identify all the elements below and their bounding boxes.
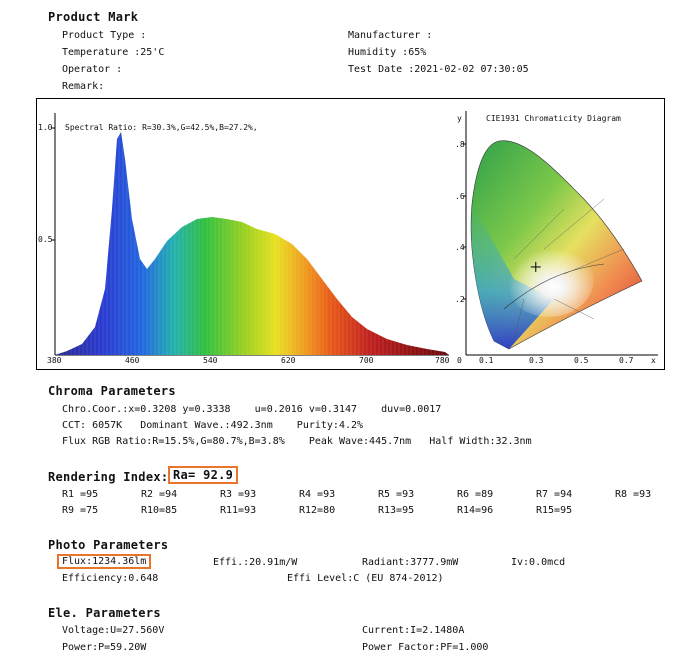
cie-title: CIE1931 Chromaticity Diagram (486, 114, 621, 123)
spectrum-x-label: 780 (435, 356, 450, 365)
cie-white-region (504, 241, 594, 317)
cie-y-label: .8 (455, 140, 465, 149)
efficiency-value: Efficiency:0.648 (62, 573, 159, 584)
cie-diagram (463, 111, 658, 356)
manufacturer: Manufacturer : (348, 30, 433, 41)
rendering-title: Rendering Index: (48, 470, 169, 484)
spectral-ratio: Spectral Ratio: R=30.3%,G=42.5%,B=27.2%, (65, 123, 258, 132)
test-date: Test Date :2021-02-02 07:30:05 (348, 64, 529, 75)
r-value: R12=80 (299, 505, 336, 516)
humidity: Humidity :65% (348, 47, 427, 58)
cie-x-axis-label: x (651, 356, 656, 365)
chroma-line-3: Flux RGB Ratio:R=15.5%,G=80.7%,B=3.8% Pe… (62, 436, 532, 447)
product-type: Product Type : (62, 30, 147, 41)
iv-value: Iv:0.0mcd (511, 557, 566, 568)
operator: Operator : (62, 64, 123, 75)
cie-x-label: 0.7 (619, 356, 634, 365)
spectrum-x-label: 540 (203, 356, 218, 365)
current-value: Current:I=2.1480A (362, 625, 465, 636)
cie-x-label: 0.3 (529, 356, 544, 365)
spectrum-chart (51, 113, 449, 356)
cie-y-label: .2 (455, 295, 465, 304)
spectrum-y-mid: 0.5 (38, 235, 53, 244)
temperature: Temperature :25'C (62, 47, 165, 58)
cie-y-axis-label: y (457, 114, 462, 123)
chroma-line-2: CCT: 6057K Dominant Wave.:492.3nm Purity… (62, 420, 364, 431)
radiant-value: Radiant:3777.9mW (362, 557, 459, 568)
cie-x-label: 0.1 (479, 356, 494, 365)
r-value: R14=96 (457, 505, 494, 516)
spectrum-x-label: 380 (47, 356, 62, 365)
r-value: R13=95 (378, 505, 415, 516)
r-value: R8 =93 (615, 489, 652, 500)
cie-isotherm-line (563, 248, 625, 275)
r-value: R15=95 (536, 505, 573, 516)
r-value: R2 =94 (141, 489, 178, 500)
r-value: R11=93 (220, 505, 257, 516)
photo-title: Photo Parameters (48, 538, 169, 552)
power-factor-value: Power Factor:PF=1.000 (362, 642, 489, 653)
spectrum-x-label: 460 (125, 356, 140, 365)
cie-isotherm-line (513, 298, 525, 340)
cie-y-label: .6 (455, 192, 465, 201)
spectrum-panel: 1.0 0.5 Spectral Ratio: R=30.3%,G=42.5%,… (36, 98, 456, 370)
cie-y-label: .4 (455, 243, 465, 252)
cie-point-marker (530, 261, 541, 272)
cie-x-label: 0 (457, 356, 462, 365)
flux-value: Flux:1234.36lm (57, 554, 152, 569)
r-value: R10=85 (141, 505, 178, 516)
power-value: Power:P=59.20W (62, 642, 147, 653)
r-value: R5 =93 (378, 489, 415, 500)
r-value: R4 =93 (299, 489, 336, 500)
ele-title: Ele. Parameters (48, 606, 161, 620)
spectrum-x-label: 620 (281, 356, 296, 365)
chroma-line-1: Chro.Coor.:x=0.3208 y=0.3338 u=0.2016 v=… (62, 404, 442, 415)
ra-value: Ra= 92.9 (168, 466, 239, 484)
spectrum-y-top: 1.0 (38, 123, 53, 132)
chroma-title: Chroma Parameters (48, 384, 176, 398)
spectrum-curve (55, 132, 449, 355)
cie-isotherm-line (513, 208, 565, 260)
cie-x-label: 0.5 (574, 356, 589, 365)
r-value: R9 =75 (62, 505, 99, 516)
voltage-value: Voltage:U=27.560V (62, 625, 165, 636)
effi-level-value: Effi Level:C (EU 874-2012) (287, 573, 444, 584)
r-value: R7 =94 (536, 489, 573, 500)
remark: Remark: (62, 81, 105, 92)
spectrum-x-label: 700 (359, 356, 374, 365)
r-value: R6 =89 (457, 489, 494, 500)
r-value: R1 =95 (62, 489, 99, 500)
cie-isotherm-line (543, 198, 605, 250)
cie-isotherm-line (553, 298, 595, 320)
r-value: R3 =93 (220, 489, 257, 500)
cie-planckian-locus (503, 263, 605, 310)
report-title: Product Mark (48, 10, 139, 24)
spectrum-stripes (58, 129, 444, 355)
cie-panel: y CIE1931 Chromaticity Diagram .8 .6 .4 … (454, 98, 665, 370)
effi-value: Effi.:20.91m/W (213, 557, 298, 568)
